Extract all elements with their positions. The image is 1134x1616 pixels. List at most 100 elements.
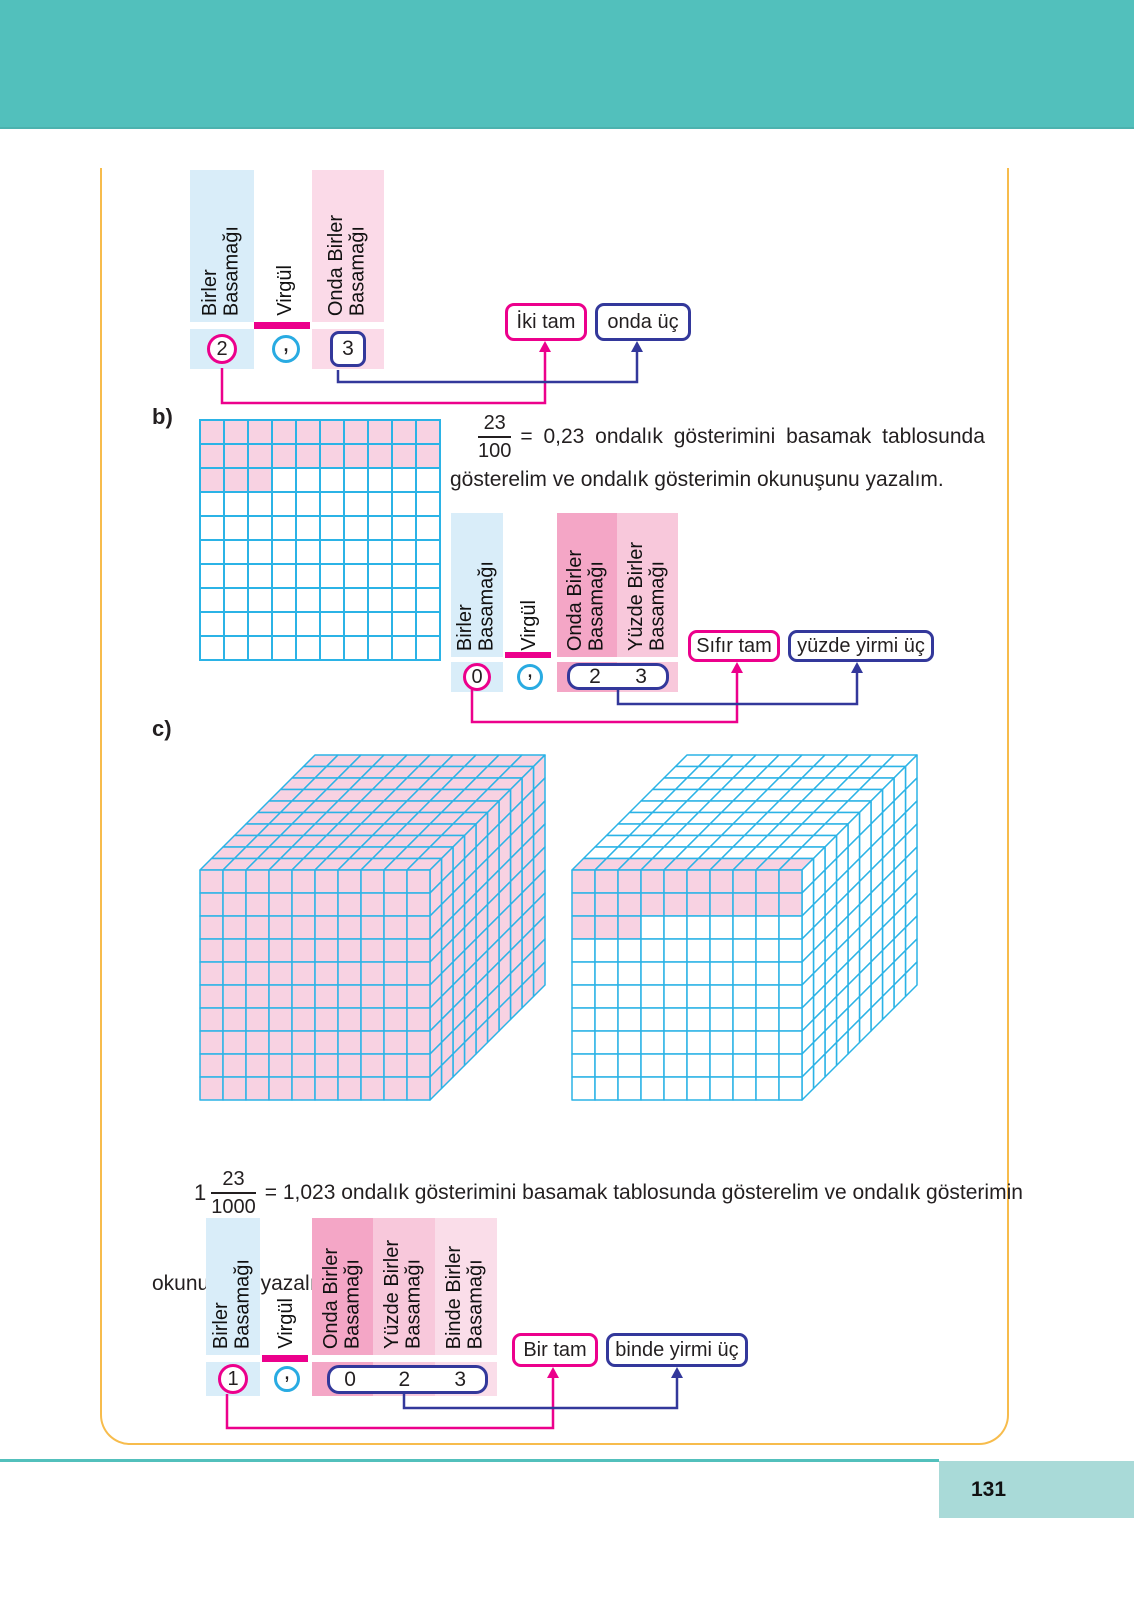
cube-right-cell bbox=[452, 926, 466, 963]
cube-front-cell bbox=[222, 892, 247, 917]
cube-top-cell bbox=[732, 811, 769, 825]
cube-right-cell bbox=[847, 834, 861, 871]
cube-front-cell bbox=[663, 869, 688, 894]
cube-top-cell bbox=[325, 823, 362, 837]
cube-top-cell bbox=[732, 857, 769, 871]
cube-right-cell bbox=[904, 938, 918, 975]
b-onda-value: 2 bbox=[589, 664, 601, 688]
c-virgul-label: Virgül bbox=[275, 1298, 298, 1349]
cube-front-cell bbox=[640, 961, 665, 986]
cube-front-cell bbox=[337, 915, 362, 940]
cube-top-cell bbox=[417, 823, 454, 837]
b-fraction: 23 100 bbox=[478, 412, 512, 462]
cube-top-cell bbox=[337, 788, 374, 802]
cube-front-cell bbox=[594, 938, 619, 963]
b-virgul-underline bbox=[505, 652, 551, 658]
cube-right-cell bbox=[463, 892, 477, 929]
cube-front-cell bbox=[360, 869, 385, 894]
cube-top-cell bbox=[778, 765, 815, 779]
cube-right-cell bbox=[498, 811, 512, 848]
cube-top-cell bbox=[789, 823, 826, 837]
cube-right-cell bbox=[440, 1053, 454, 1090]
cube-right-cell bbox=[881, 892, 895, 929]
cube-right-cell bbox=[870, 903, 884, 940]
hundred-grid-cell bbox=[247, 563, 273, 589]
cube-top-cell bbox=[268, 857, 305, 871]
cube-top-cell bbox=[486, 754, 523, 768]
hundred-grid-cell bbox=[199, 635, 225, 661]
cube-front-cell bbox=[686, 961, 711, 986]
hundred-grid-cell bbox=[271, 611, 297, 637]
cube-top-cell bbox=[279, 846, 316, 860]
cube-top-cell bbox=[709, 788, 746, 802]
cube-top-cell bbox=[709, 857, 746, 871]
c-fraction: 23 1000 bbox=[211, 1168, 256, 1218]
cube-top-cell bbox=[640, 788, 677, 802]
cube-front-cell bbox=[199, 892, 224, 917]
hundred-grid-cell bbox=[343, 587, 369, 613]
cube-front-cell bbox=[709, 1053, 734, 1078]
hundred-grid-cell bbox=[295, 587, 321, 613]
cube-right-cell bbox=[452, 857, 466, 894]
cube-front-cell bbox=[778, 869, 803, 894]
cube-right-cell bbox=[440, 1030, 454, 1067]
b-equation-text: = 0,23 ondalık gösterimini basamak tablo… bbox=[520, 425, 985, 448]
cube-top-cell bbox=[824, 788, 861, 802]
cube-front-cell bbox=[640, 1053, 665, 1078]
b-yuzde-value: 3 bbox=[635, 664, 647, 688]
hundred-grid-cell bbox=[199, 611, 225, 637]
cube-top-cell bbox=[674, 846, 711, 860]
c-virgul-underline bbox=[262, 1355, 308, 1362]
cube-front-cell bbox=[640, 1007, 665, 1032]
a-birler-header: Birler Basamağı bbox=[190, 170, 254, 322]
cube-top-cell bbox=[743, 846, 780, 860]
cube-top-cell bbox=[291, 788, 328, 802]
hundred-grid-cell bbox=[319, 611, 345, 637]
cube-right-cell bbox=[881, 938, 895, 975]
cube-front-cell bbox=[663, 915, 688, 940]
cube-right-cell bbox=[521, 857, 535, 894]
cube-front-cell bbox=[245, 1007, 270, 1032]
hundred-grid-cell bbox=[319, 467, 345, 493]
cube-right-cell bbox=[509, 961, 523, 998]
cube-top-cell bbox=[256, 846, 293, 860]
cube-right-cell bbox=[835, 846, 849, 883]
cube-front-cell bbox=[686, 915, 711, 940]
cube-right-cell bbox=[509, 800, 523, 837]
cube-right-cell bbox=[498, 857, 512, 894]
cube-top-cell bbox=[371, 823, 408, 837]
arrowhead bbox=[539, 341, 551, 352]
cube-right-cell bbox=[429, 1064, 443, 1101]
cube-top-cell bbox=[463, 777, 500, 791]
b-fraction-bar bbox=[478, 436, 512, 438]
hundred-grid-cell bbox=[223, 515, 249, 541]
hundred-grid-cell bbox=[247, 515, 273, 541]
cube-right-cell bbox=[429, 903, 443, 940]
cube-right-cell bbox=[904, 892, 918, 929]
cube-top-cell bbox=[709, 834, 746, 848]
cube-right-cell bbox=[824, 903, 838, 940]
cube-front-cell bbox=[709, 938, 734, 963]
cube-front-cell bbox=[314, 938, 339, 963]
cube-top-cell bbox=[256, 800, 293, 814]
cube-right-cell bbox=[498, 972, 512, 1009]
cube-right-cell bbox=[440, 915, 454, 952]
cube-top-cell bbox=[463, 754, 500, 768]
cube-top-cell bbox=[663, 834, 700, 848]
cube-top-cell bbox=[314, 788, 351, 802]
hundred-grid-cell bbox=[391, 443, 417, 469]
cube-front-cell bbox=[755, 869, 780, 894]
cube-top-cell bbox=[766, 823, 803, 837]
cube-top-cell bbox=[394, 800, 431, 814]
cube-front-cell bbox=[383, 1076, 408, 1101]
cube-front-cell bbox=[594, 984, 619, 1009]
cube-front-cell bbox=[245, 938, 270, 963]
cube-right-cell bbox=[824, 949, 838, 986]
hundred-grid-cell bbox=[295, 563, 321, 589]
cube-right-cell bbox=[475, 834, 489, 871]
cube-top-cell bbox=[245, 811, 282, 825]
c-comma: , bbox=[274, 1358, 300, 1392]
cube-top-cell bbox=[417, 754, 454, 768]
cube-front-cell bbox=[571, 961, 596, 986]
cube-right-cell bbox=[812, 1053, 826, 1090]
